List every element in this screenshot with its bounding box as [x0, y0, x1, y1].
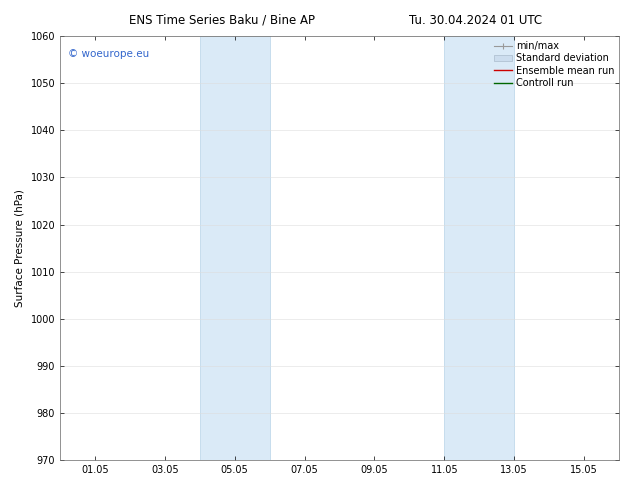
Text: © woeurope.eu: © woeurope.eu	[68, 49, 150, 59]
Bar	[444, 36, 514, 460]
Bar	[200, 36, 269, 460]
Y-axis label: Surface Pressure (hPa): Surface Pressure (hPa)	[15, 189, 25, 307]
Legend: min/max, Standard deviation, Ensemble mean run, Controll run: min/max, Standard deviation, Ensemble me…	[491, 38, 617, 91]
Text: ENS Time Series Baku / Bine AP: ENS Time Series Baku / Bine AP	[129, 14, 315, 27]
Text: Tu. 30.04.2024 01 UTC: Tu. 30.04.2024 01 UTC	[409, 14, 542, 27]
